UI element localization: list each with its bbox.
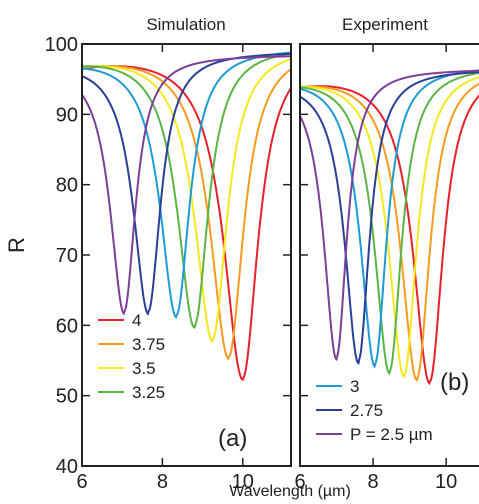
y-tick-label: 90 [56, 104, 78, 126]
series-line-a-6 [82, 55, 291, 316]
panel-a-yticks: 40 50 60 70 80 90 100 [45, 34, 291, 478]
y-tick-label: 80 [56, 175, 78, 197]
y-tick-label: 100 [45, 34, 78, 56]
series-line-a-5 [82, 52, 291, 316]
panel-b-label: (b) [440, 369, 469, 396]
y-tick-label: 60 [56, 315, 78, 337]
panel-a-lines [82, 51, 291, 381]
panel-b-title: Experiment [342, 15, 428, 34]
x-tick-label: 8 [157, 471, 168, 493]
series-line-b-5 [300, 71, 479, 365]
legend-label: 2.75 [350, 401, 383, 420]
panel-a-frame [81, 43, 292, 467]
x-tick-label: 8 [368, 471, 379, 493]
series-line-b-0 [300, 85, 479, 386]
y-tick-label: 70 [56, 245, 78, 267]
x-tick-label: 10 [232, 471, 254, 493]
y-tick-label: 50 [56, 386, 78, 408]
legend-label: 3.75 [132, 335, 165, 354]
series-line-b-1 [300, 82, 479, 382]
legend-label: P = 2.5 µm [350, 425, 433, 444]
series-line-a-4 [82, 51, 291, 320]
y-axis-label: R [4, 237, 29, 253]
series-line-a-3 [82, 52, 291, 329]
x-tick-label: 10 [435, 471, 457, 493]
legend-label: 3 [350, 377, 359, 396]
y-tick-label: 40 [56, 456, 78, 478]
panel-b: Experiment 6 8 10 3 2.75 P = 2.5 µm (b) [294, 15, 479, 493]
panel-a-title: Simulation [146, 15, 225, 34]
panel-b-xticks: 6 8 10 [294, 44, 457, 493]
x-tick-label: 6 [294, 471, 305, 493]
panel-b-legend: 3 2.75 P = 2.5 µm [316, 377, 433, 444]
panel-a: Simulation 40 50 60 70 80 90 100 6 8 10 4 3.75 3.5… [45, 15, 292, 493]
legend-label: 3.25 [132, 383, 165, 402]
series-line-b-6 [300, 69, 479, 362]
panel-a-label: (a) [218, 425, 247, 452]
series-line-a-2 [82, 58, 291, 344]
series-line-b-2 [300, 76, 479, 379]
legend-label: 3.5 [132, 359, 156, 378]
series-line-a-1 [82, 65, 291, 361]
series-line-b-3 [300, 71, 479, 376]
panel-a-xticks: 6 8 10 [76, 44, 254, 493]
panel-b-yticks [300, 43, 308, 467]
x-axis-label: Wavelength (µm) [229, 483, 351, 500]
panel-b-lines [300, 69, 479, 386]
x-tick-label: 6 [76, 471, 87, 493]
panel-a-legend: 4 3.75 3.5 3.25 [98, 311, 165, 402]
legend-label: 4 [132, 311, 141, 330]
